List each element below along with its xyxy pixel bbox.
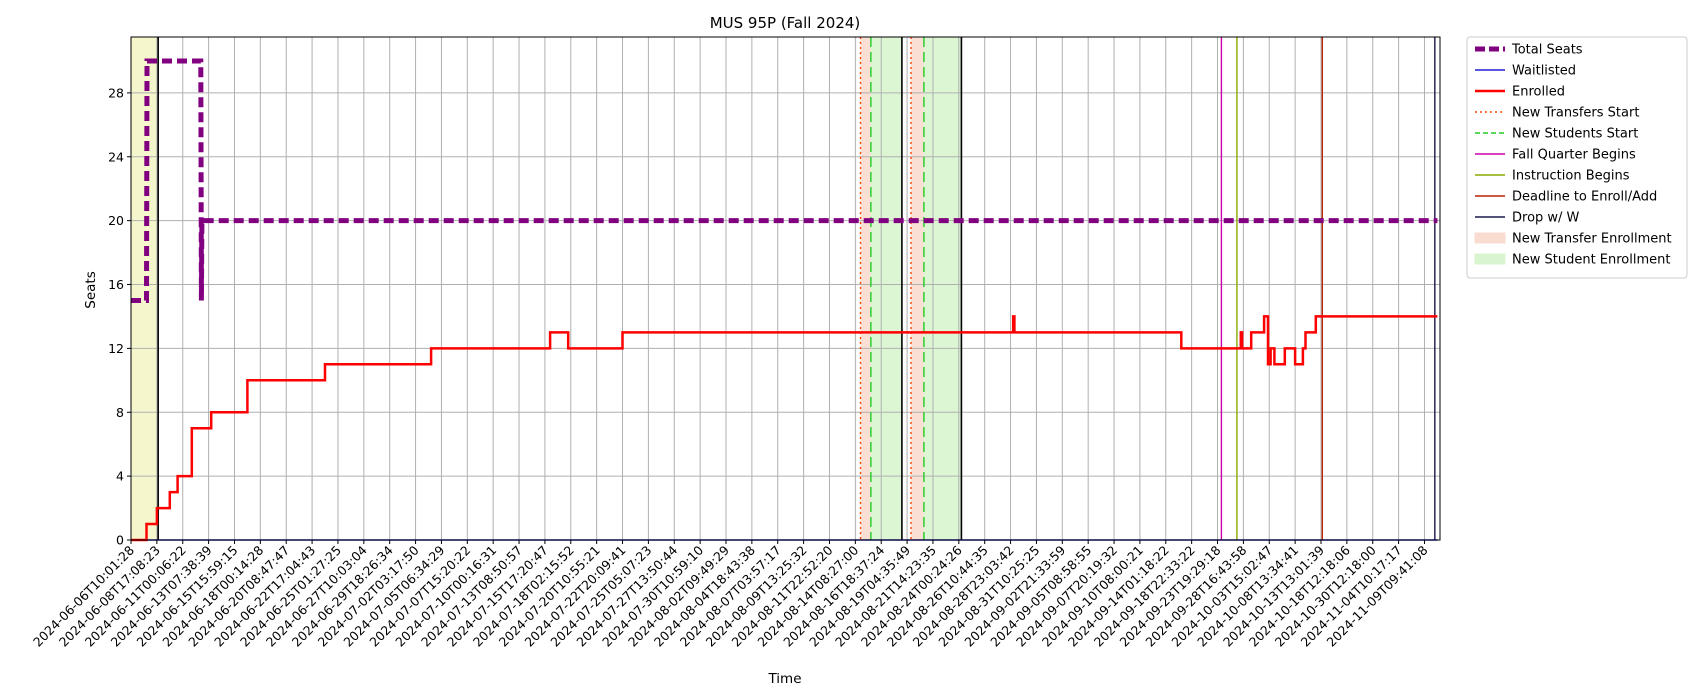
legend-item: Drop w/ W: [1475, 211, 1580, 226]
legend-item: New Transfers Start: [1475, 106, 1639, 121]
y-tick-label: 0: [116, 533, 124, 548]
axes: [130, 36, 1441, 541]
series-enrolled: [131, 315, 1438, 542]
legend-label: New Transfer Enrollment: [1512, 232, 1672, 247]
y-tick-label: 4: [116, 469, 124, 484]
legend-label: Total Seats: [1511, 43, 1583, 58]
x-axis-ticks: 2024-06-06T10:01:282024-06-08T17:08:2320…: [30, 540, 1431, 650]
legend-item: Enrolled: [1475, 85, 1565, 100]
legend-item: New Students Start: [1475, 127, 1638, 142]
legend-item: Instruction Begins: [1475, 169, 1630, 184]
legend-swatch: [1474, 232, 1506, 244]
y-tick-label: 8: [116, 405, 124, 420]
legend-item: Fall Quarter Begins: [1475, 148, 1636, 163]
grid-lines: [130, 37, 1440, 541]
legend-box: [1466, 36, 1688, 279]
y-axis-ticks: 0 4 8 12 16 20 24 28: [108, 85, 131, 548]
legend-item: Waitlisted: [1475, 64, 1576, 79]
legend-item: New Transfer Enrollment: [1474, 232, 1672, 247]
legend-item: New Student Enrollment: [1474, 253, 1670, 268]
region-3: [910, 37, 924, 540]
legend-label: Enrolled: [1512, 85, 1565, 100]
x-axis-label: Time: [767, 671, 801, 687]
legend-label: New Students Start: [1512, 127, 1638, 142]
legend-item: Total Seats: [1475, 43, 1583, 58]
y-tick-label: 24: [108, 149, 124, 164]
chart-title: MUS 95P (Fall 2024): [710, 14, 861, 32]
y-tick-label: 28: [108, 85, 124, 100]
legend-label: Drop w/ W: [1512, 211, 1580, 226]
legend-label: Deadline to Enroll/Add: [1512, 190, 1657, 205]
legend: Total Seats Waitlisted Enrolled New Transfe…: [1466, 36, 1688, 279]
region-1: [860, 37, 871, 540]
region-4: [923, 37, 962, 540]
legend-label: Waitlisted: [1512, 64, 1576, 79]
y-tick-label: 20: [108, 213, 124, 228]
legend-label: Fall Quarter Begins: [1512, 148, 1636, 163]
y-axis-label: Seats: [83, 271, 99, 308]
shaded-regions: [131, 37, 962, 540]
plot-frame: [130, 36, 1441, 541]
y-tick-label: 12: [108, 341, 124, 356]
legend-label: New Student Enrollment: [1512, 253, 1670, 268]
legend-item: Deadline to Enroll/Add: [1475, 190, 1657, 205]
event-lines: [157, 37, 1436, 540]
y-tick-label: 16: [108, 277, 124, 292]
series-total-seats: [131, 58, 1438, 303]
legend-swatch: [1474, 253, 1506, 265]
region-2: [870, 37, 902, 540]
legend-label: New Transfers Start: [1512, 106, 1639, 121]
legend-label: Instruction Begins: [1512, 169, 1630, 184]
